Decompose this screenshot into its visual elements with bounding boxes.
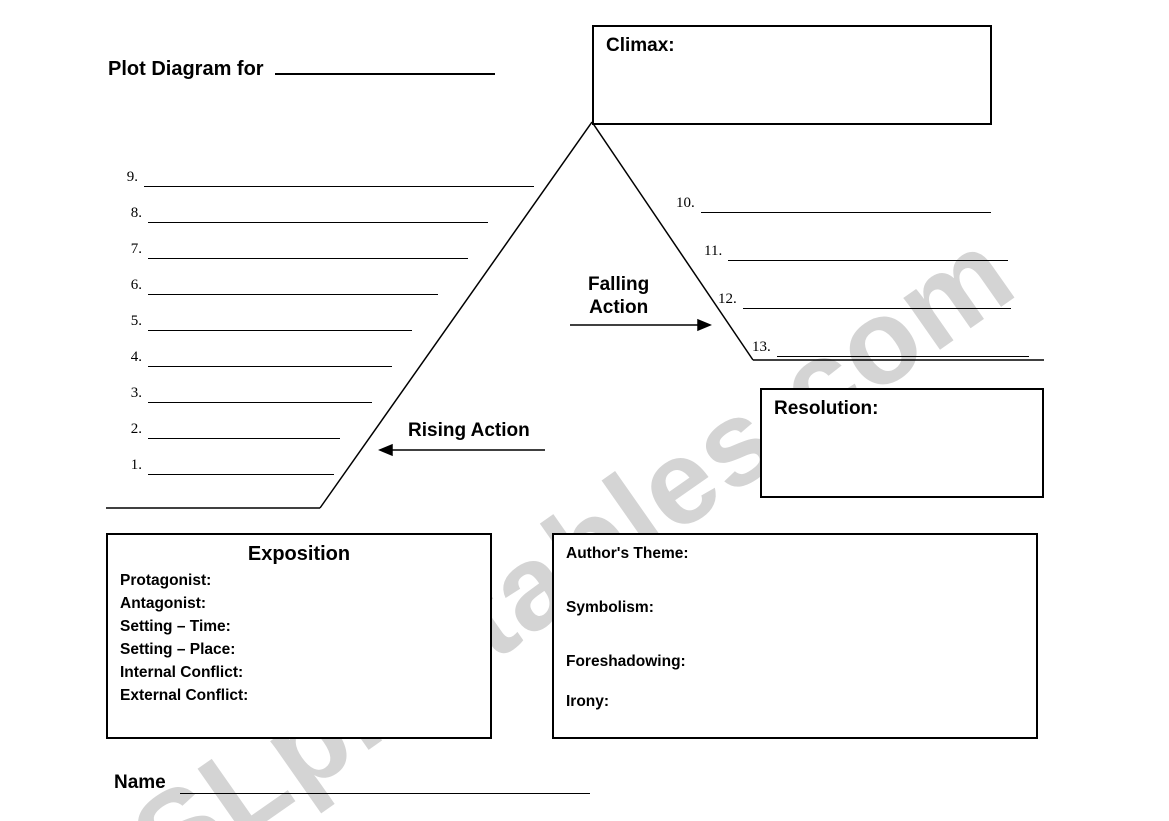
rising-item[interactable]: 9. [120, 170, 534, 187]
blank-line[interactable] [148, 366, 392, 367]
blank-line[interactable] [777, 356, 1029, 357]
rising-item[interactable]: 5. [124, 314, 412, 331]
rising-item[interactable]: 6. [124, 278, 438, 295]
blank-line[interactable] [728, 260, 1008, 261]
rising-item[interactable]: 4. [124, 350, 392, 367]
blank-line[interactable] [148, 402, 372, 403]
list-number: 3. [124, 386, 142, 403]
literary-field: Irony: [566, 693, 1024, 711]
blank-line[interactable] [148, 294, 438, 295]
falling-item[interactable]: 13. [752, 340, 1029, 357]
exposition-box[interactable]: Exposition Protagonist: Antagonist: Sett… [106, 533, 492, 739]
literary-field: Author's Theme: [566, 545, 1024, 563]
blank-line[interactable] [743, 308, 1011, 309]
name-blank[interactable] [180, 793, 590, 794]
exposition-field: Setting – Place: [120, 641, 478, 659]
falling-action-label: Falling Action [588, 274, 649, 320]
resolution-label: Resolution: [774, 398, 1030, 420]
list-number: 12. [718, 292, 737, 309]
list-number: 9. [120, 170, 138, 187]
name-label: Name [114, 772, 166, 794]
rising-item[interactable]: 7. [124, 242, 468, 259]
page-title: Plot Diagram for [108, 58, 495, 81]
exposition-field: Protagonist: [120, 572, 478, 590]
blank-line[interactable] [701, 212, 991, 213]
blank-line[interactable] [148, 258, 468, 259]
list-number: 8. [124, 206, 142, 223]
rising-action-label: Rising Action [408, 420, 530, 443]
list-number: 5. [124, 314, 142, 331]
title-prefix: Plot Diagram for [108, 58, 264, 80]
list-number: 6. [124, 278, 142, 295]
list-number: 2. [124, 422, 142, 439]
falling-item[interactable]: 11. [704, 244, 1008, 261]
list-number: 11. [704, 244, 722, 261]
list-number: 7. [124, 242, 142, 259]
list-number: 13. [752, 340, 771, 357]
blank-line[interactable] [148, 438, 340, 439]
resolution-box[interactable]: Resolution: [760, 388, 1044, 498]
blank-line[interactable] [148, 222, 488, 223]
rising-item[interactable]: 2. [124, 422, 340, 439]
exposition-field: Internal Conflict: [120, 664, 478, 682]
blank-line[interactable] [148, 330, 412, 331]
exposition-field: Antagonist: [120, 595, 478, 613]
climax-box[interactable]: Climax: [592, 25, 992, 125]
exposition-title: Exposition [120, 543, 478, 566]
exposition-field: External Conflict: [120, 687, 478, 705]
literary-field: Foreshadowing: [566, 653, 1024, 671]
list-number: 10. [676, 196, 695, 213]
climax-label: Climax: [606, 35, 978, 57]
falling-item[interactable]: 10. [676, 196, 991, 213]
rising-item[interactable]: 1. [124, 458, 334, 475]
title-blank[interactable] [275, 73, 495, 75]
literary-field: Symbolism: [566, 599, 1024, 617]
falling-item[interactable]: 12. [718, 292, 1011, 309]
rising-item[interactable]: 3. [124, 386, 372, 403]
list-number: 4. [124, 350, 142, 367]
list-number: 1. [124, 458, 142, 475]
exposition-field: Setting – Time: [120, 618, 478, 636]
blank-line[interactable] [144, 186, 534, 187]
name-field[interactable]: Name [114, 772, 590, 794]
blank-line[interactable] [148, 474, 334, 475]
literary-box[interactable]: Author's Theme: Symbolism: Foreshadowing… [552, 533, 1038, 739]
rising-item[interactable]: 8. [124, 206, 488, 223]
